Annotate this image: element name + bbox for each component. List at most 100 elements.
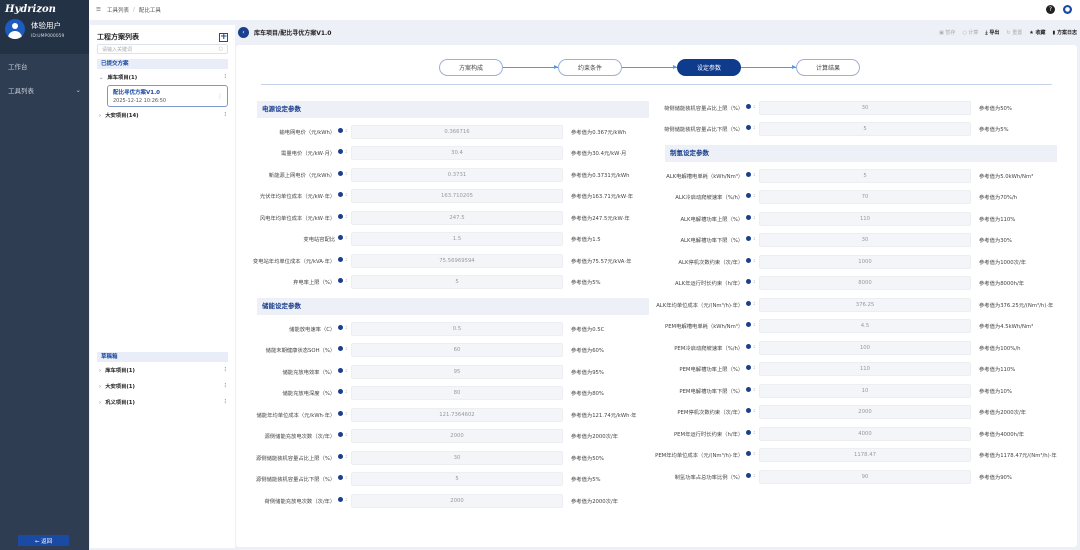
help-icon[interactable]: ? <box>1046 5 1055 14</box>
param-input[interactable]: 8000 <box>759 276 971 291</box>
help-icon[interactable] <box>746 343 752 349</box>
param-input[interactable]: 163.710205 <box>351 189 563 204</box>
param-input[interactable]: 4000 <box>759 426 971 441</box>
param-input[interactable]: 376.25 <box>759 297 971 312</box>
param-input[interactable]: 95 <box>351 364 563 379</box>
step-3[interactable]: 设定参数 <box>677 59 741 76</box>
param-input[interactable]: 4.5 <box>759 319 971 334</box>
help-icon[interactable] <box>338 496 344 502</box>
step-2[interactable]: 约束条件 <box>558 59 622 76</box>
avatar[interactable] <box>5 19 25 39</box>
more-icon[interactable]: ⋮ <box>222 383 228 389</box>
tree-item[interactable]: › 库车项目(1) ⋮ <box>97 362 228 378</box>
help-icon[interactable] <box>338 346 344 352</box>
nav-item-workbench[interactable]: 工作台 <box>0 54 89 78</box>
help-icon[interactable] <box>338 170 344 176</box>
more-icon[interactable]: ⋮ <box>222 399 228 405</box>
param-input[interactable]: 2000 <box>759 405 971 420</box>
add-icon[interactable]: + <box>219 31 228 42</box>
help-icon[interactable] <box>746 322 752 328</box>
back-button[interactable]: ← 返回 <box>18 535 69 546</box>
param-input[interactable]: 0.5 <box>351 321 563 336</box>
tree-item[interactable]: › 大安项目(14) ⋮ <box>97 107 228 123</box>
tree-item[interactable]: › 巩义项目(1) ⋮ <box>97 394 228 410</box>
help-icon[interactable] <box>746 171 752 177</box>
help-icon[interactable] <box>746 408 752 414</box>
help-icon[interactable] <box>746 214 752 220</box>
step-4[interactable]: 计算结果 <box>796 59 860 76</box>
more-icon[interactable]: ⋮ <box>222 367 228 373</box>
help-icon[interactable] <box>746 125 752 131</box>
help-icon[interactable] <box>746 103 752 109</box>
help-icon[interactable] <box>338 389 344 395</box>
more-icon[interactable]: ⋮ <box>217 93 223 100</box>
param-input[interactable]: 30 <box>759 100 971 115</box>
help-icon[interactable] <box>338 432 344 438</box>
help-icon[interactable] <box>338 410 344 416</box>
help-icon[interactable] <box>338 324 344 330</box>
help-icon[interactable] <box>338 192 344 198</box>
tree-item[interactable]: › 大安项目(1) ⋮ <box>97 378 228 394</box>
tree-item[interactable]: ⌄ 库车项目(1) ⋮ <box>97 69 228 85</box>
param-input[interactable]: 5 <box>759 122 971 137</box>
param-input[interactable]: 30.4 <box>351 146 563 161</box>
param-input[interactable]: 80 <box>351 386 563 401</box>
help-icon[interactable] <box>746 365 752 371</box>
param-input[interactable]: 110 <box>759 362 971 377</box>
user-icon[interactable]: ● <box>1063 5 1072 14</box>
help-icon[interactable] <box>746 386 752 392</box>
help-icon[interactable] <box>338 235 344 241</box>
more-icon[interactable]: ⋮ <box>222 74 228 80</box>
param-input[interactable]: 100 <box>759 340 971 355</box>
param-input[interactable]: 2000 <box>351 429 563 444</box>
action-star-button[interactable]: ★ 收藏 <box>1029 29 1045 36</box>
help-icon[interactable] <box>746 236 752 242</box>
help-icon[interactable] <box>338 127 344 133</box>
help-icon[interactable] <box>338 256 344 262</box>
param-input[interactable]: 2000 <box>351 493 563 508</box>
selected-scheme[interactable]: 配比寻优方案V1.0 2025-12-12 10:26:50 ⋮ <box>107 85 228 107</box>
help-icon[interactable] <box>338 213 344 219</box>
action-save-button[interactable]: ▣ 暂存 <box>939 29 955 36</box>
param-input[interactable]: 121.7364602 <box>351 407 563 422</box>
action-log-button[interactable]: ▮ 方案日志 <box>1052 29 1077 36</box>
help-icon[interactable] <box>338 453 344 459</box>
help-icon[interactable] <box>746 451 752 457</box>
param-input[interactable]: 0.3731 <box>351 167 563 182</box>
param-input[interactable]: 30 <box>759 233 971 248</box>
param-input[interactable]: 1178.47 <box>759 448 971 463</box>
param-input[interactable]: 0.366716 <box>351 124 563 139</box>
help-icon[interactable] <box>338 475 344 481</box>
help-icon[interactable] <box>338 149 344 155</box>
help-icon[interactable] <box>746 193 752 199</box>
help-icon[interactable] <box>746 472 752 478</box>
more-icon[interactable]: ⋮ <box>222 112 228 118</box>
param-input[interactable]: 75.56969594 <box>351 253 563 268</box>
action-reset-button[interactable]: ↻ 重置 <box>1006 29 1022 36</box>
param-input[interactable]: 110 <box>759 211 971 226</box>
help-icon[interactable] <box>746 429 752 435</box>
param-input[interactable]: 5 <box>351 275 563 290</box>
action-export-button[interactable]: ⤓ 导出 <box>985 29 999 36</box>
param-input[interactable]: 10 <box>759 383 971 398</box>
param-input[interactable]: 30 <box>351 450 563 465</box>
back-icon[interactable]: ‹ <box>238 27 249 38</box>
menu-toggle-icon[interactable]: ☰ <box>96 7 101 13</box>
param-input[interactable]: 247.5 <box>351 210 563 225</box>
param-input[interactable]: 5 <box>759 168 971 183</box>
help-icon[interactable] <box>338 278 344 284</box>
step-1[interactable]: 方案构成 <box>439 59 503 76</box>
param-input[interactable]: 90 <box>759 469 971 484</box>
breadcrumb-item[interactable]: 工具列表 <box>106 8 129 14</box>
param-input[interactable]: 1000 <box>759 254 971 269</box>
param-input[interactable]: 1.5 <box>351 232 563 247</box>
search-input[interactable]: 请输入关键词 ○ <box>97 44 228 54</box>
help-icon[interactable] <box>746 257 752 263</box>
param-input[interactable]: 5 <box>351 472 563 487</box>
help-icon[interactable] <box>746 300 752 306</box>
param-input[interactable]: 60 <box>351 343 563 358</box>
nav-item-tool-list[interactable]: 工具列表 ⌄ <box>0 78 89 102</box>
action-calc-button[interactable]: ○ 计算 <box>962 29 978 36</box>
help-icon[interactable] <box>746 279 752 285</box>
help-icon[interactable] <box>338 367 344 373</box>
